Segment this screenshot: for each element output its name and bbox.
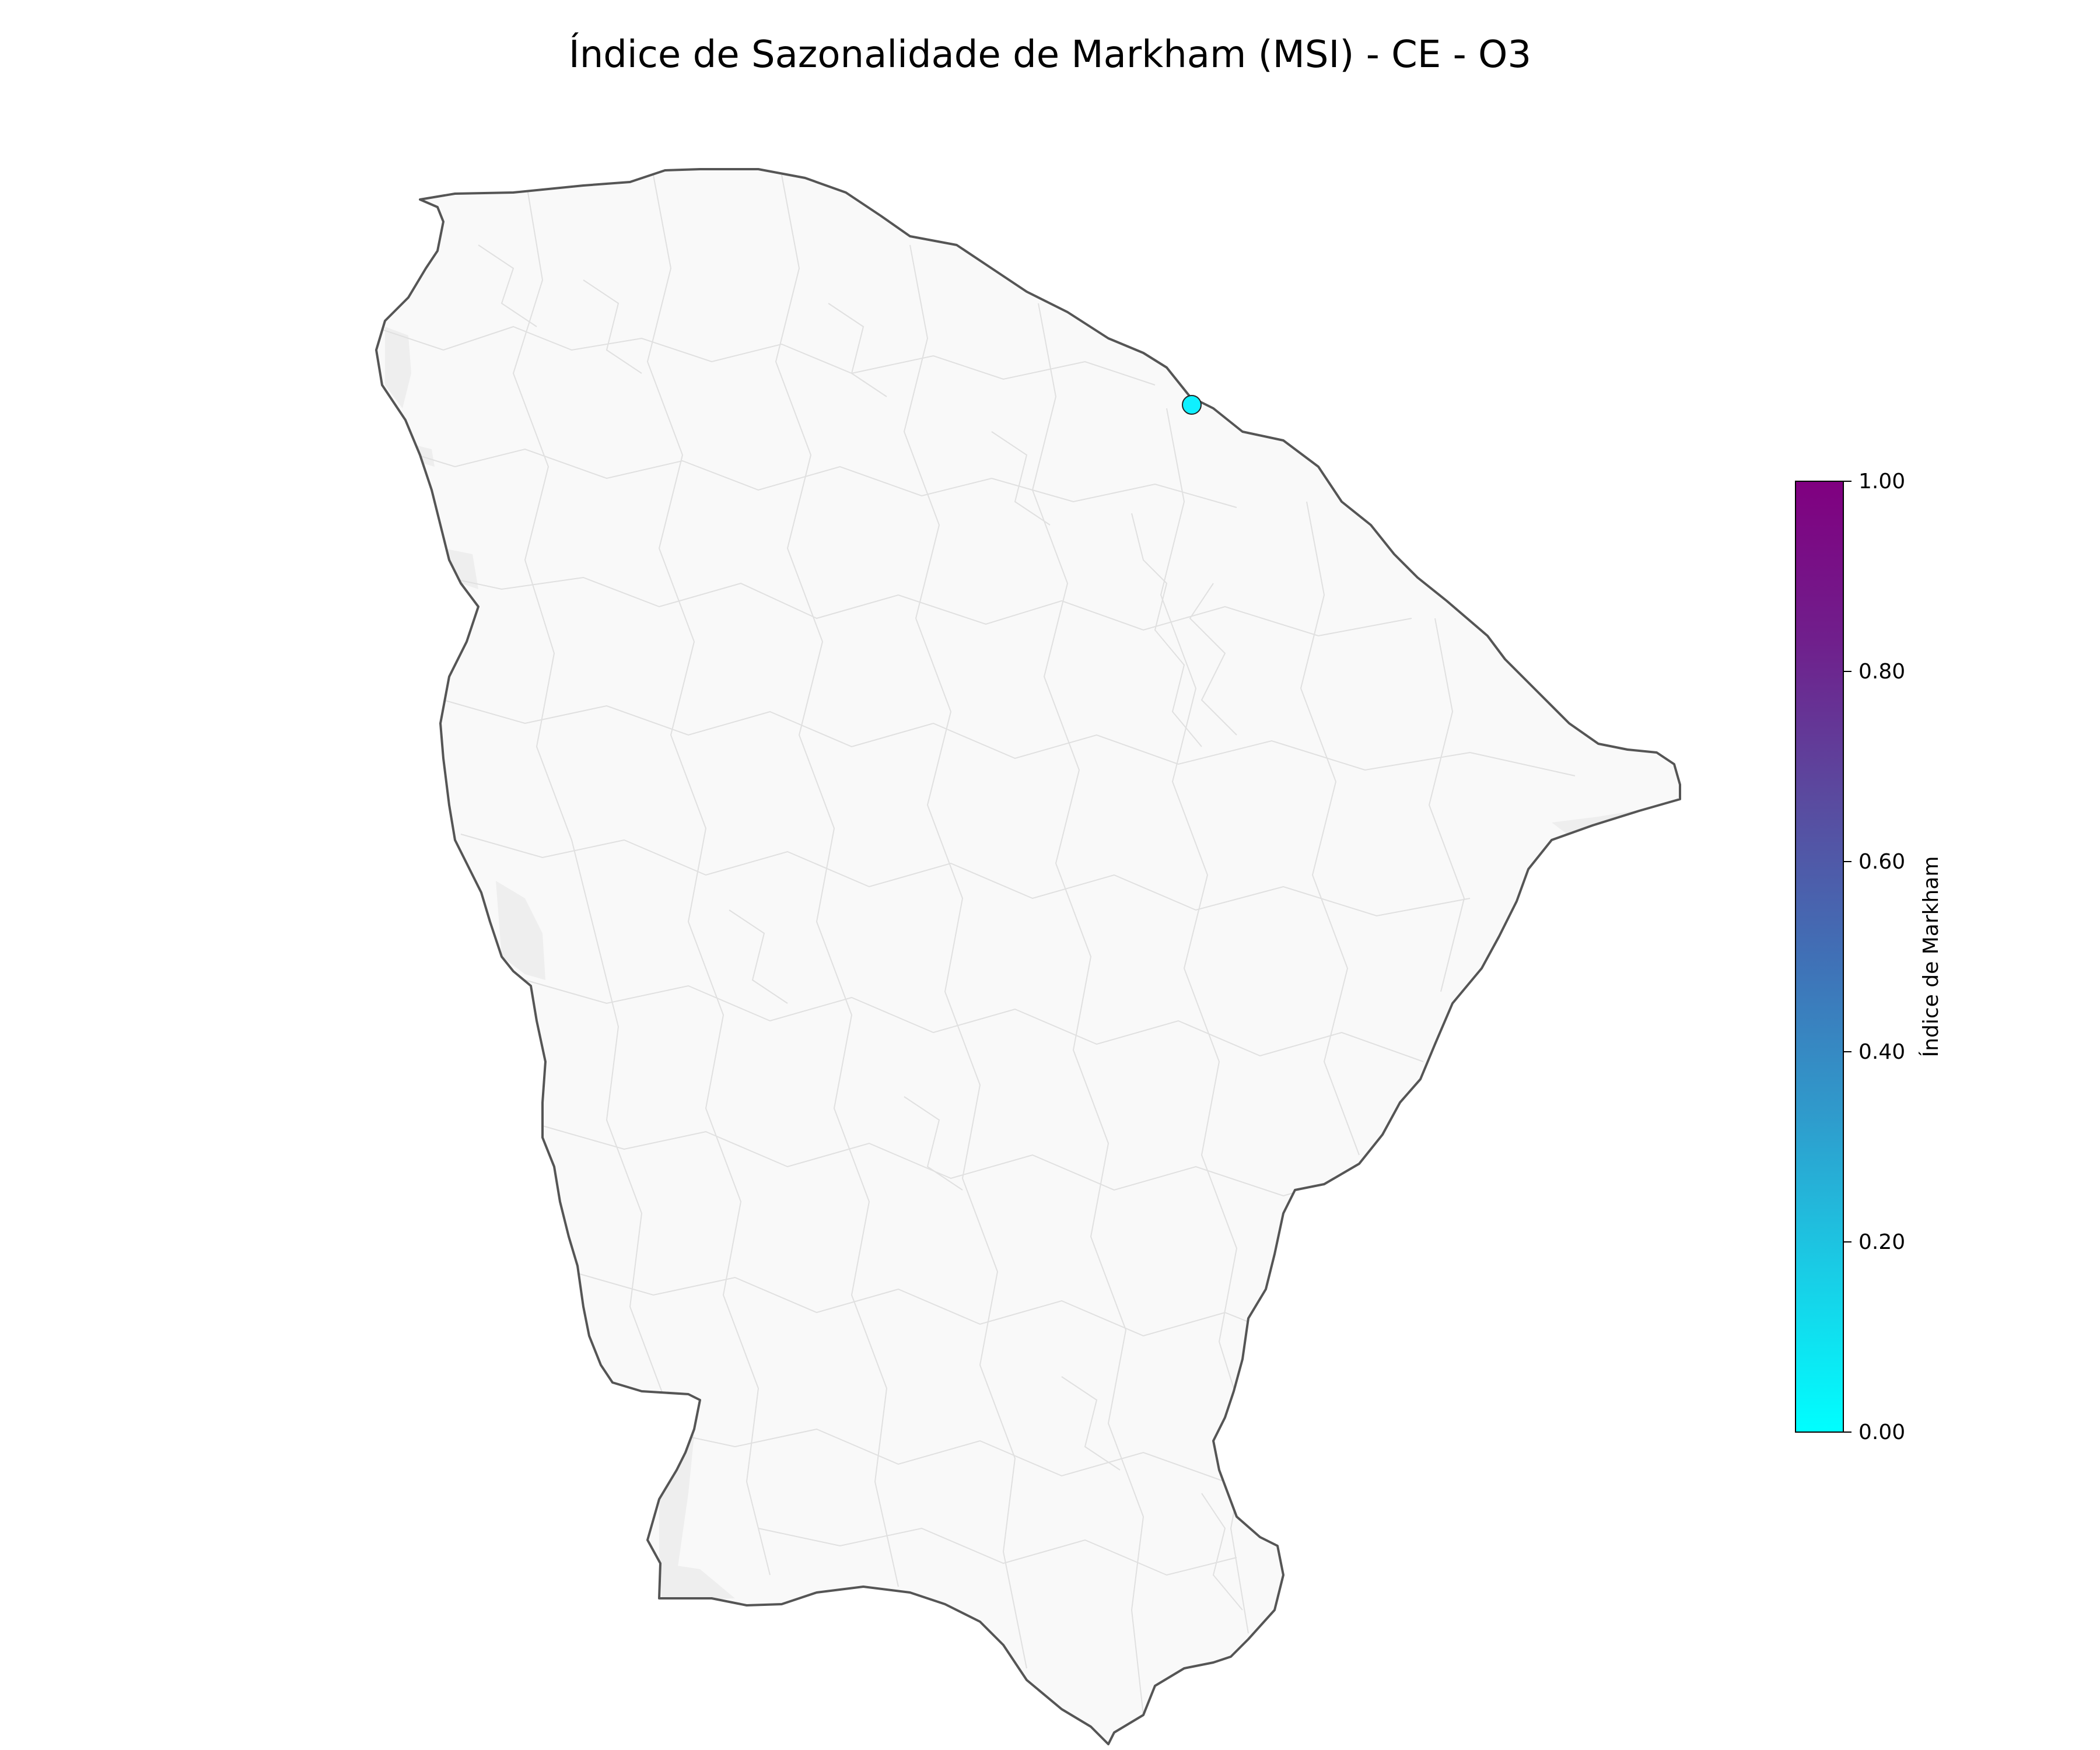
colorbar-tick-label: 0.40 bbox=[1859, 1040, 1905, 1064]
colorbar-tick-label: 0.60 bbox=[1859, 850, 1905, 874]
colorbar-gradient bbox=[1795, 481, 1844, 1433]
municipal-boundaries bbox=[376, 174, 1576, 1716]
monitoring-station-marker[interactable] bbox=[1182, 395, 1202, 415]
colorbar-tick-label: 0.00 bbox=[1859, 1420, 1905, 1444]
colorbar-label: Índice de Markham bbox=[1919, 856, 1943, 1058]
colorbar-tick-label: 1.00 bbox=[1859, 470, 1905, 494]
state-border bbox=[375, 168, 1681, 1745]
ceara-map bbox=[375, 168, 1681, 1745]
colorbar-tick-label: 0.80 bbox=[1859, 660, 1905, 684]
state-fill bbox=[376, 169, 1680, 1744]
colorbar-tick-label: 0.20 bbox=[1859, 1230, 1905, 1254]
map-title: Índice de Sazonalidade de Markham (MSI) … bbox=[569, 32, 1531, 76]
colorbar: 0.00 0.20 0.40 0.60 0.80 1.00 Índice de Markh… bbox=[1795, 470, 1943, 1444]
colorbar-ticks: 0.00 0.20 0.40 0.60 0.80 1.00 bbox=[1843, 470, 1905, 1444]
